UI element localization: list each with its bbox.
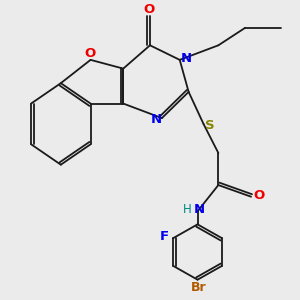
Text: O: O: [254, 189, 265, 202]
Text: O: O: [143, 3, 154, 16]
Text: Br: Br: [191, 281, 207, 294]
Text: N: N: [194, 203, 205, 216]
Text: H: H: [183, 203, 191, 216]
Text: N: N: [181, 52, 192, 65]
Text: O: O: [84, 47, 96, 60]
Text: S: S: [205, 119, 215, 132]
Text: F: F: [160, 230, 169, 243]
Text: N: N: [150, 113, 161, 126]
